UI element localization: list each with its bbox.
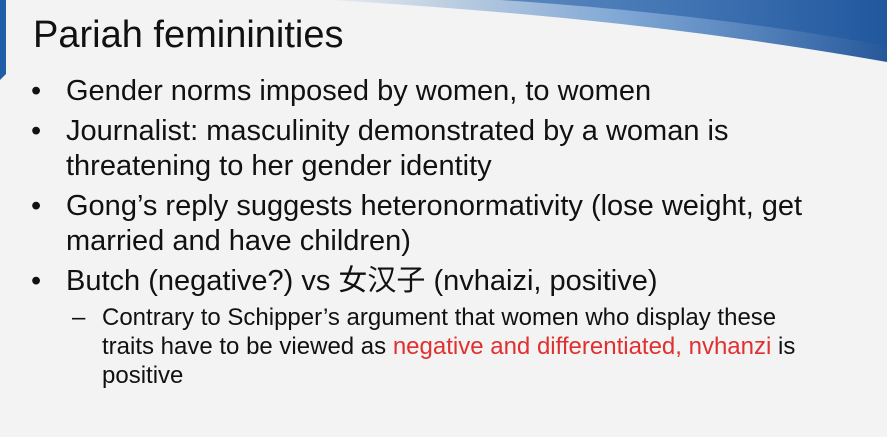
bullet-text: Journalist: masculinity demonstrated by … (66, 115, 729, 182)
bullet-item: • Gender norms imposed by women, to wome… (0, 74, 866, 109)
bullet-text: Butch (negative?) vs 女汉子 (nvhaizi, posit… (66, 265, 658, 297)
left-accent-bar (0, 0, 6, 80)
bullet-dot: • (31, 265, 42, 297)
bullet-dot: • (31, 115, 42, 147)
sub-bullet-text: Contrary to Schipper’s argument that wom… (102, 304, 777, 360)
bullet-dot: • (31, 75, 42, 107)
sub-bullet-dash: – (72, 304, 86, 331)
sub-bullet-text-end: is positive (102, 333, 796, 389)
header-swoosh-decoration (330, 0, 887, 62)
bullet-item: • Butch (negative?) vs 女汉子 (nvhaizi, pos… (0, 264, 866, 390)
slide-title: Pariah femininities (33, 14, 344, 56)
bullet-text: Gender norms imposed by women, to women (66, 75, 652, 107)
highlighted-text: negative and differentiated, nvhanzi (392, 333, 772, 360)
bullet-item: • Gong’s reply suggests heteronormativit… (0, 189, 866, 259)
bullet-dot: • (31, 190, 42, 222)
bullet-list: • Gender norms imposed by women, to wome… (0, 74, 887, 395)
sub-bullet-item: – Contrary to Schipper’s argument that w… (64, 303, 822, 390)
bullet-text: Gong’s reply suggests heteronormativity … (66, 190, 803, 257)
bullet-item: • Journalist: masculinity demonstrated b… (0, 114, 866, 184)
sub-bullet-list: – Contrary to Schipper’s argument that w… (66, 303, 866, 390)
